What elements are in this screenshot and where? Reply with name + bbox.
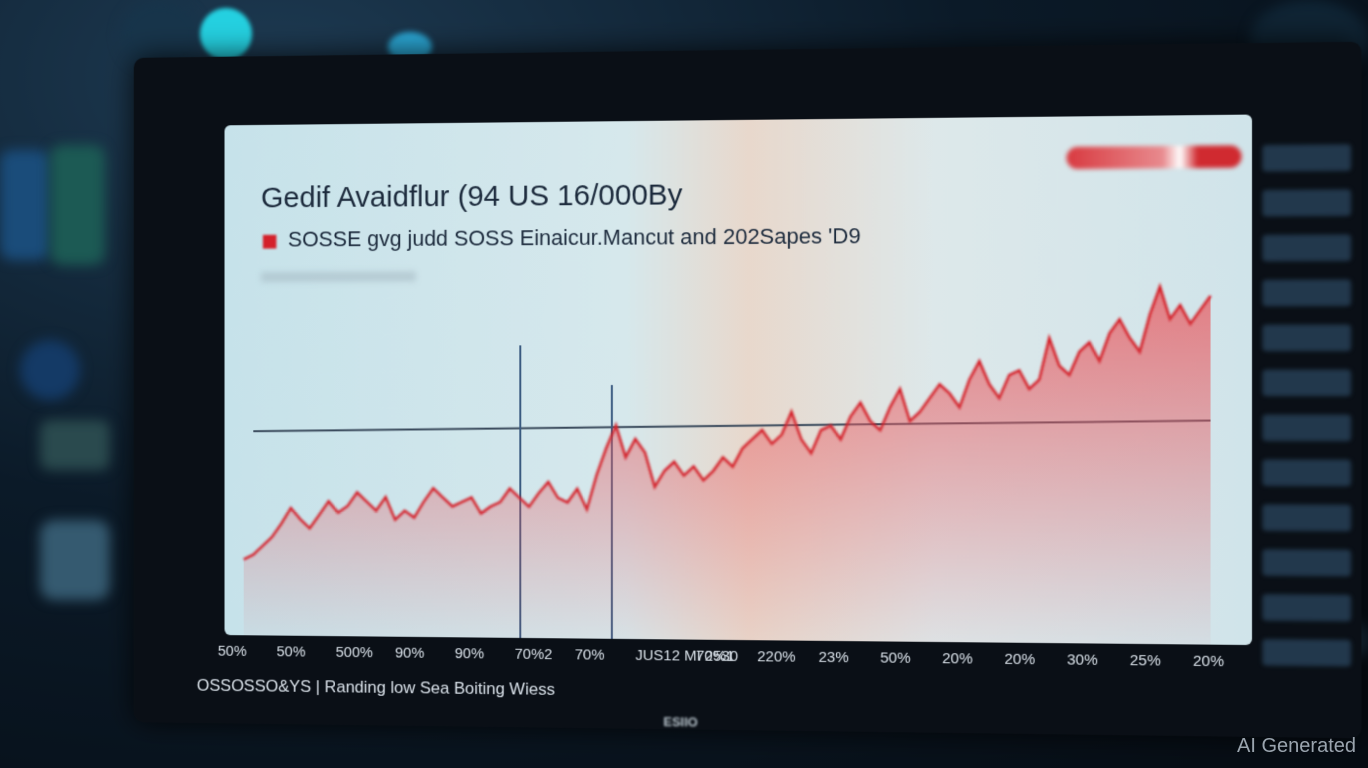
x-tick-label: 25% (1130, 652, 1161, 670)
right-panel-item (1262, 549, 1351, 576)
right-panel-item (1262, 594, 1351, 621)
right-panel-item (1262, 504, 1351, 531)
x-tick-label: 50% (277, 643, 306, 660)
ai-generated-watermark: AI Generated (1237, 735, 1356, 758)
right-panel-item (1262, 279, 1351, 306)
right-panel-item (1262, 189, 1351, 216)
news-ticker: OSSOSSO&YS | Randing low Sea Boiting Wie… (197, 676, 555, 700)
x-tick-label: 50% (880, 649, 910, 666)
x-tick-label: 70%2 (515, 646, 553, 663)
x-tick-label: 20% (1004, 651, 1035, 669)
chart-screen: Gedif Avaidflur (94 US 16/000By SOSSE gv… (225, 115, 1253, 645)
monitor: · · · · · · · · Gedif Avaidflur (94 US 1… (134, 42, 1362, 739)
x-tick-label: 50% (218, 643, 247, 660)
right-panel-item (1262, 370, 1351, 397)
right-panel-item (1262, 144, 1351, 171)
x-axis: 50% 50% 500% 90% 90% 70%2 70% JUS12 MI 2530 70%1… (218, 643, 1255, 676)
area-chart (225, 115, 1253, 645)
bokeh-light (50, 145, 105, 265)
x-tick-label: 70%1 (696, 648, 734, 665)
bokeh-light (40, 520, 110, 600)
x-tick-label: 500% (336, 644, 373, 661)
bokeh-light (0, 150, 50, 260)
x-tick-label: 90% (395, 645, 424, 662)
x-tick-label: 70% (575, 646, 605, 663)
x-tick-label: 220% (757, 648, 795, 665)
right-panel (1262, 144, 1361, 145)
x-tick-label: 20% (1193, 653, 1224, 671)
bokeh-light (20, 340, 80, 400)
right-panel-item (1262, 414, 1351, 441)
right-panel-item (1262, 234, 1351, 261)
right-panel-item (1262, 639, 1351, 666)
x-tick-label: 90% (455, 645, 484, 662)
right-panel-item (1262, 324, 1351, 351)
x-tick-label: 30% (1067, 651, 1098, 669)
area-fill (244, 286, 1211, 644)
bokeh-light (200, 8, 252, 60)
bokeh-light (40, 420, 110, 470)
stand-logo: ESIIO (663, 714, 697, 729)
x-tick-label: 20% (942, 650, 972, 667)
right-panel-item (1262, 459, 1351, 486)
x-tick-label: 23% (819, 649, 849, 666)
